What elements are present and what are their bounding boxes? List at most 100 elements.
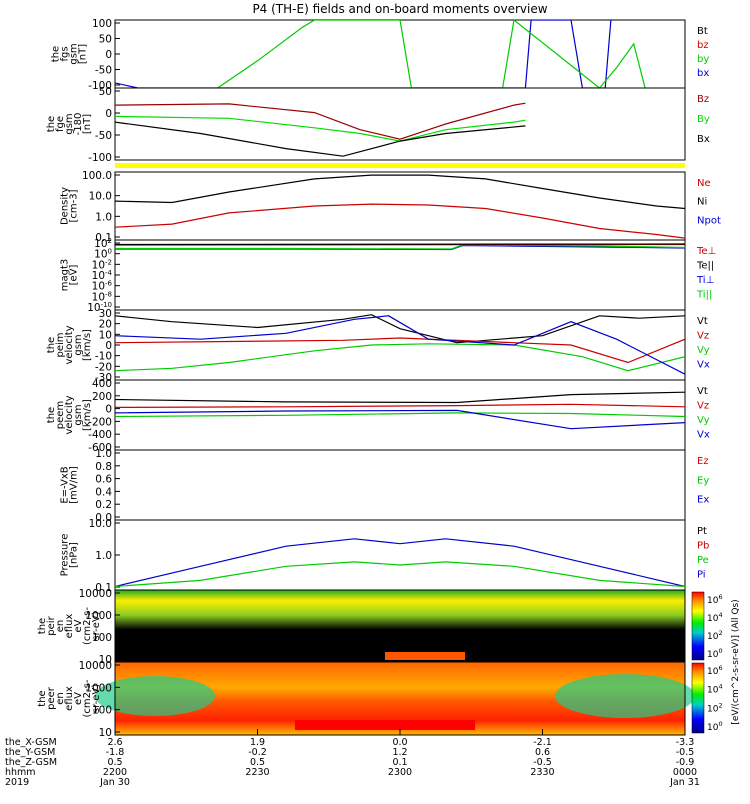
plot-title: P4 (TH-E) fields and on-board moments ov… — [252, 2, 547, 16]
peim-series-Vy — [115, 343, 685, 372]
colorbar-tick: 102 — [707, 629, 723, 642]
efield-ytick-label: 1.0 — [95, 448, 112, 460]
colorbar-1 — [691, 662, 705, 734]
colorbar-0 — [691, 591, 705, 661]
peim-ytick-label: -30 — [95, 372, 112, 384]
peem-ylabel: the — [46, 407, 57, 423]
peem-ytick-label: 400 — [92, 378, 112, 390]
fgs-ylabel: [nT] — [78, 44, 89, 64]
peer-ytick-label: 10000 — [79, 660, 112, 672]
efield-ylabel: E=-VxB — [60, 466, 71, 503]
peem-ylabel: gsm — [73, 404, 84, 425]
colorbar-label: [eV/(cm^2-s-sr-eV)] (All Qs) — [731, 599, 741, 724]
pressure-frame — [114, 519, 686, 591]
peer-ylabel: the — [37, 690, 48, 706]
fgs-ytick-label: 50 — [99, 34, 112, 46]
xrow-value: 0.6 — [535, 747, 550, 758]
peer-flux-region — [555, 674, 695, 718]
efield-legend-1: Ey — [697, 475, 709, 486]
efield-frame — [114, 449, 686, 521]
efield-legend-2: Ex — [697, 495, 709, 506]
peem-legend-0: Vt — [697, 386, 708, 397]
fge-legend-2: Bx — [697, 134, 710, 145]
fgs-ytick-label: -100 — [88, 80, 112, 92]
xrow-label: the_Y-GSM — [5, 747, 55, 758]
peir-ytick-label: 100 — [92, 632, 112, 644]
colorbar-tick: 100 — [707, 647, 723, 660]
pressure-ylabel: Pressure — [60, 534, 71, 577]
peir-ytick-label: 1000 — [85, 610, 112, 622]
magt3-legend-1: Te|| — [696, 261, 714, 272]
fge-ylabel: -180 — [73, 113, 84, 136]
efield-ytick-label: 0.2 — [95, 499, 112, 511]
peem-ytick-label: -600 — [88, 442, 112, 454]
colorbar-tick: 106 — [707, 593, 723, 606]
xrow-value: 0.5 — [250, 757, 265, 768]
panel-density: 100.0 10.0 1.0 0.1 Density[cm-3] Ne Ni Npot — [60, 170, 721, 244]
fge-ytick-label: -100 — [88, 152, 112, 164]
peer-ytick-label: 10 — [99, 727, 112, 739]
peim-series-Vz — [115, 337, 685, 364]
peer-ylabel: peer — [46, 686, 57, 710]
density-series-Ni — [115, 174, 685, 210]
fge-ylabel: gsm — [64, 113, 75, 134]
colorbar-group: 106 104 102 100 106 104 102 100 [eV/(cm^2-s-sr-e… — [691, 591, 741, 734]
xrow-label: the_X-GSM — [5, 737, 57, 748]
peir-ylabel: eV — [73, 619, 84, 632]
density-series-Ne — [115, 203, 685, 239]
peem-series-Vx — [115, 409, 685, 430]
peim-legend-2: Vy — [697, 345, 710, 356]
pressure-legend-2: Pe — [697, 555, 709, 566]
xrow-value: 0.0 — [392, 737, 407, 748]
peem-series-Vt — [115, 391, 685, 404]
density-legend-0: Ne — [697, 178, 711, 189]
magt3-legend-0: Te⊥ — [696, 246, 716, 257]
xrow-value: -2.1 — [533, 737, 552, 748]
xrow-value: 2.6 — [107, 737, 122, 748]
xrow-value: -0.5 — [533, 757, 552, 768]
peer-ylabel: eV — [73, 692, 84, 705]
efield-ytick-label: 0.6 — [95, 474, 112, 486]
xrow-value: -0.9 — [676, 757, 695, 768]
panel-peir: 10000 1000 100 10 thepeirenefluxeV(cm2-s-sr-… — [37, 588, 686, 666]
density-legend-2: Npot — [697, 215, 721, 226]
xtick-date: Jan 31 — [669, 777, 700, 788]
fgs-legend-1: bz — [697, 40, 709, 51]
density-legend-1: Ni — [697, 197, 707, 208]
peem-ytick-label: -200 — [88, 416, 112, 428]
xtick-time: 2300 — [388, 767, 412, 778]
fge-ylabel: the — [46, 116, 57, 132]
peer-ytick-label: 100 — [92, 705, 112, 717]
peem-ytick-label: 0 — [105, 404, 112, 416]
peim-ylabel: [km/s] — [82, 329, 93, 361]
xtick-date: Jan 30 — [99, 777, 130, 788]
fge-ylabel: [nT] — [82, 114, 93, 134]
peim-ylabel: gsm — [73, 334, 84, 355]
xrow-label: hhmm — [5, 767, 36, 778]
pressure-ytick-label: 10.0 — [89, 518, 112, 530]
peim-ylabel: the — [46, 337, 57, 353]
fge-frame — [114, 87, 686, 161]
fgs-ytick-label: 100 — [92, 18, 112, 30]
peim-legend-1: Vz — [697, 331, 709, 342]
peim-ytick-label: -20 — [95, 361, 112, 373]
peem-ytick-label: -400 — [88, 429, 112, 441]
colorbar-tick: 104 — [707, 683, 723, 696]
magt3-legend-3: Ti|| — [696, 290, 712, 301]
fge-legend-0: Bz — [697, 94, 709, 105]
peim-series-Vt — [115, 314, 685, 344]
peir-ylabel: (cm2-s- — [82, 607, 93, 645]
magt3-series-Ti|| — [115, 244, 685, 250]
peem-series-Vz — [115, 403, 685, 408]
peim-ytick-label: 0 — [105, 340, 112, 352]
peer-ytick-label: 1000 — [85, 682, 112, 694]
peim-legend-0: Vt — [697, 316, 708, 327]
fge-ytick-label: 0 — [105, 108, 112, 120]
peim-ytick-label: 20 — [99, 319, 112, 331]
magt3-series-Te|| — [115, 243, 685, 246]
peer-flux-region — [95, 676, 215, 716]
peer-ylabel: (cm2-s- — [82, 679, 93, 717]
